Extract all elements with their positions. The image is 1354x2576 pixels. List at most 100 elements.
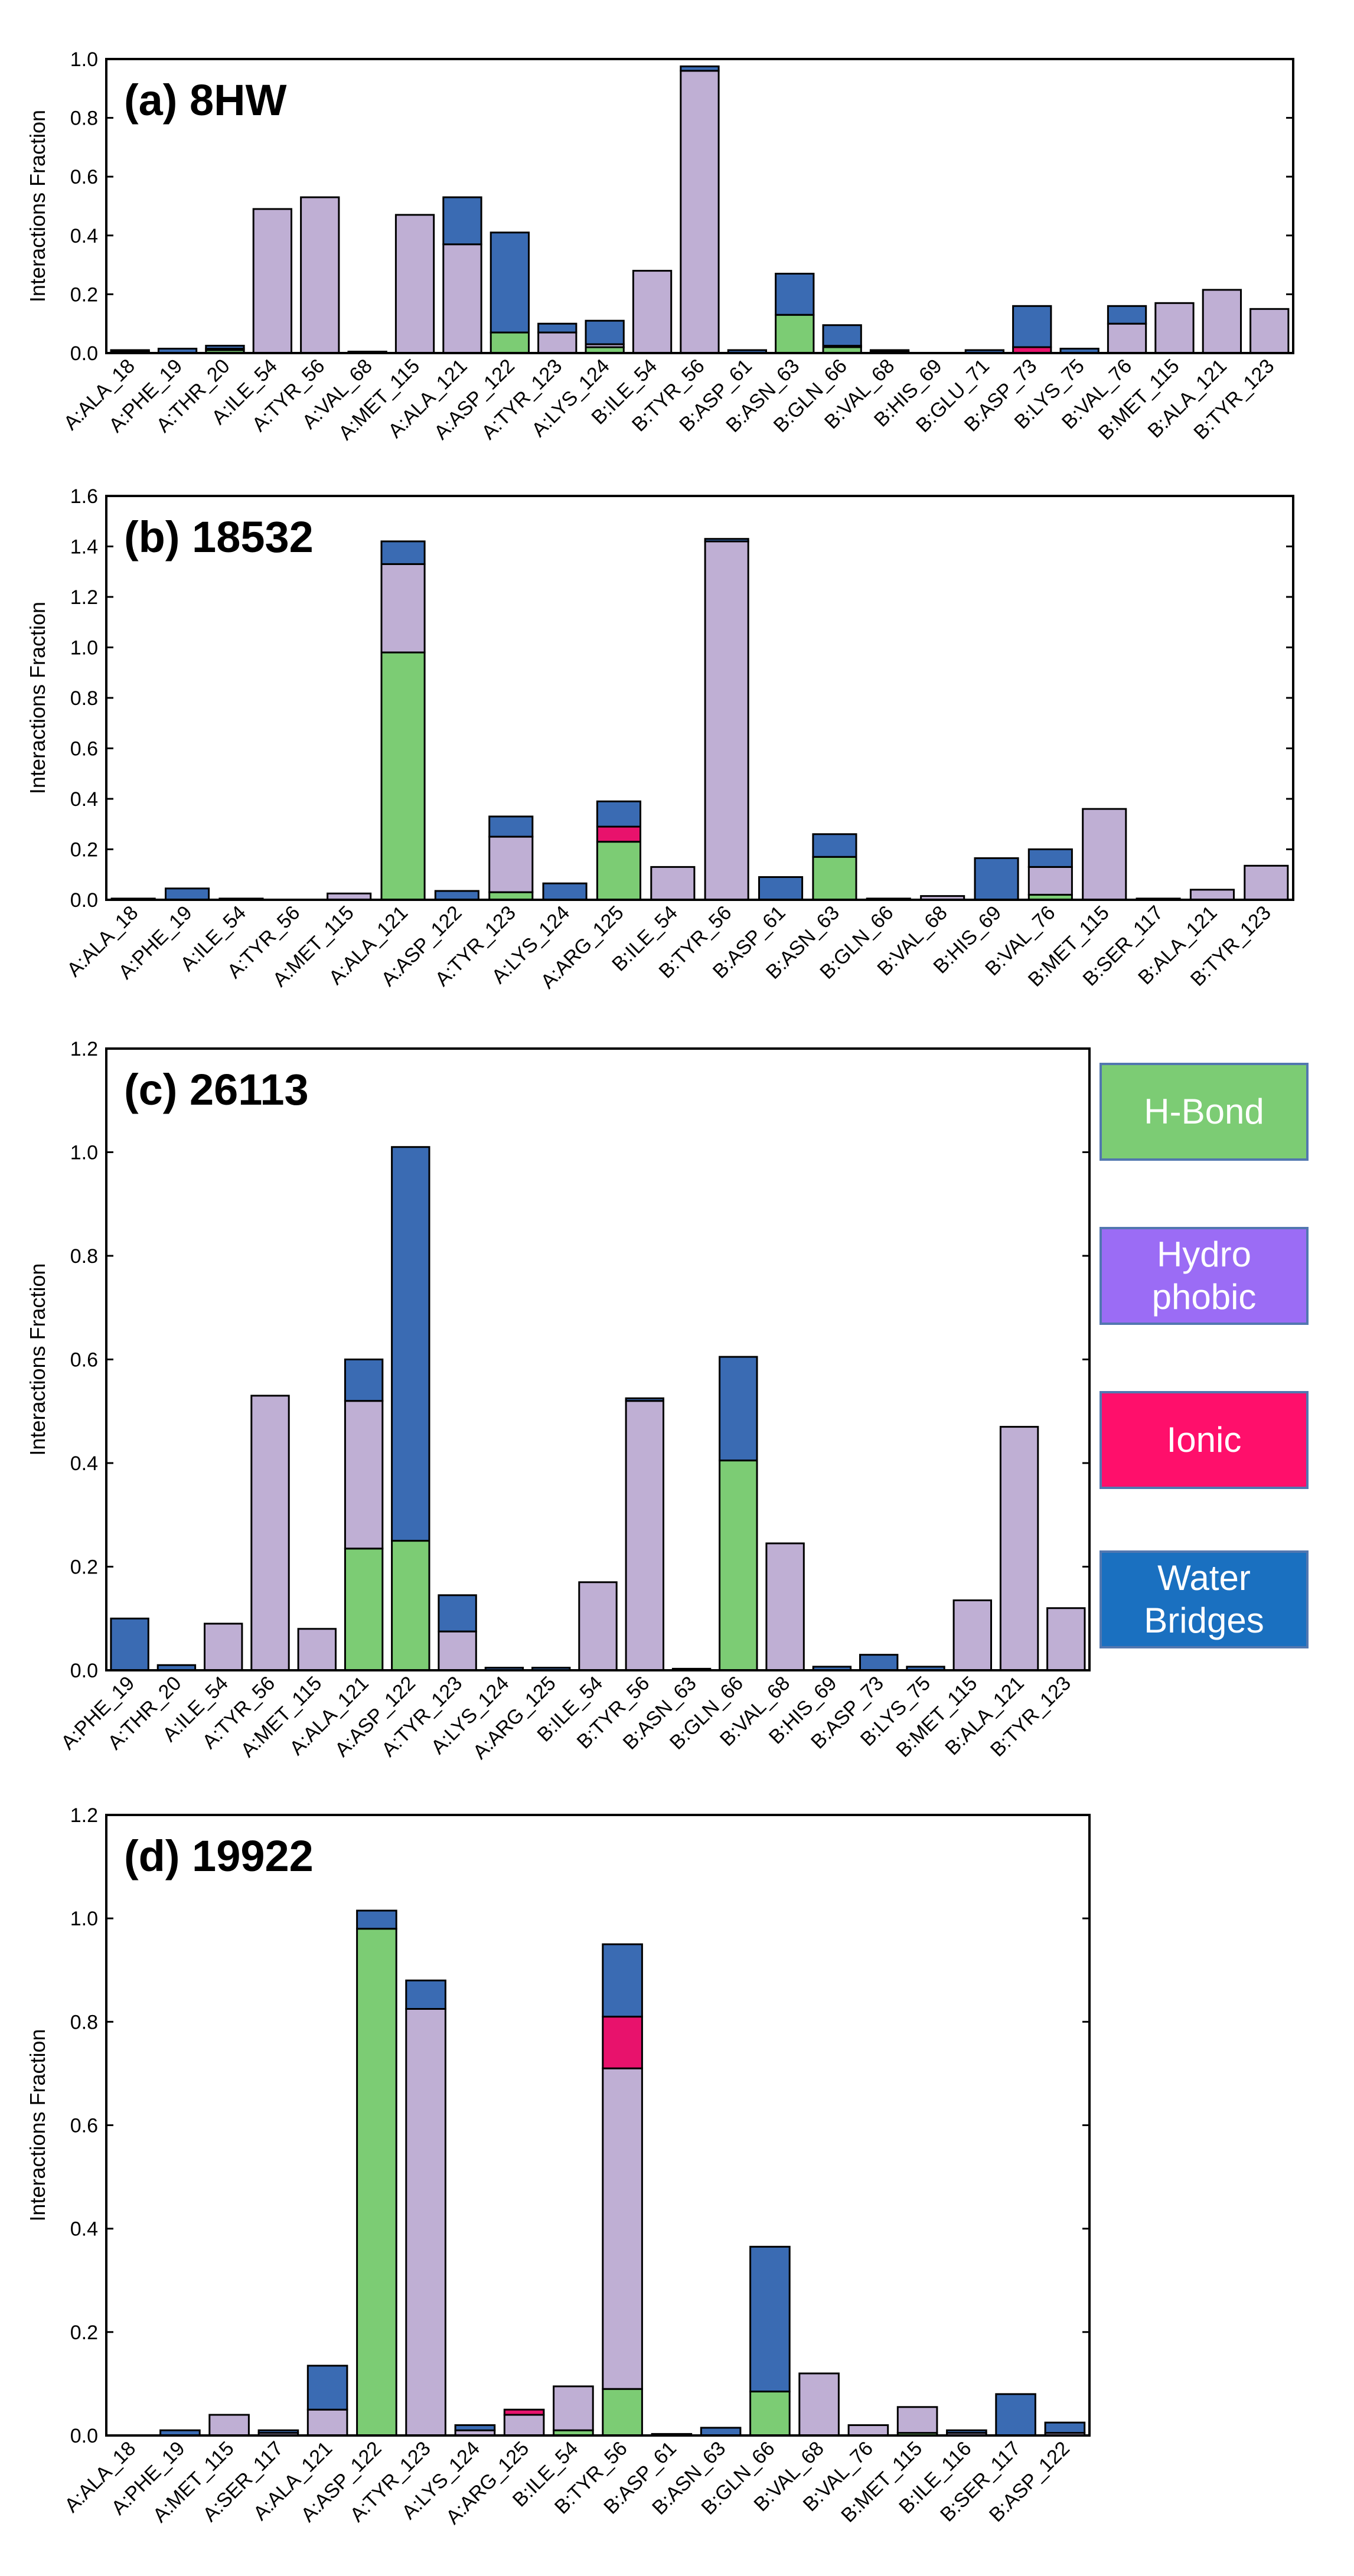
bar-0-7-water-bridges <box>442 196 482 246</box>
y-tick-label: 0.0 <box>70 889 98 912</box>
y-tick-label: 1.6 <box>70 485 98 508</box>
bar-0-11-hydrophobic <box>632 270 673 354</box>
legend-label-hydrophobic-2: phobic <box>1151 1277 1257 1317</box>
panel-title: (a) 8HW <box>124 76 287 125</box>
bar-3-6-water-bridges <box>405 1979 446 2010</box>
bar-1-13-h-bond <box>812 856 857 901</box>
y-tick-label: 0.6 <box>70 2115 98 2137</box>
bar-2-20-hydrophobic <box>1046 1607 1086 1671</box>
y-tick-label: 1.4 <box>70 536 98 559</box>
y-tick-label: 0.2 <box>70 1556 98 1579</box>
y-tick-label: 1.0 <box>70 637 98 659</box>
bar-2-6-water-bridges <box>391 1146 430 1542</box>
legend-item-water-bridges: Water Bridges <box>1099 1550 1309 1648</box>
axes-frame <box>105 1814 1091 2437</box>
panel-title: (c) 26113 <box>124 1065 309 1114</box>
bar-3-7-water-bridges <box>454 2424 496 2431</box>
bar-2-13-water-bridges <box>719 1356 758 1462</box>
legend-item-hydrophobic: Hydro phobic <box>1099 1227 1309 1325</box>
bar-0-16-water-bridges <box>869 349 910 352</box>
legend: H-Bond Hydro phobic Ionic Water Bridges <box>1099 1063 1309 1653</box>
bar-1-17-hydrophobic <box>1027 866 1073 896</box>
y-tick-label: 0.8 <box>70 1245 98 1268</box>
y-tick-label: 0.2 <box>70 839 98 861</box>
y-tick-label: 0.8 <box>70 687 98 710</box>
y-tick-label: 0.4 <box>70 2218 98 2241</box>
bar-0-8-h-bond <box>490 331 530 354</box>
bar-0-7-hydrophobic <box>442 243 482 354</box>
bar-0-12-water-bridges <box>680 65 720 72</box>
bar-3-13-water-bridges <box>749 2245 791 2393</box>
bar-2-2-hydrophobic <box>204 1622 243 1671</box>
bar-1-18-hydrophobic <box>1082 808 1127 901</box>
bar-3-10-water-bridges <box>602 1943 643 2018</box>
bar-0-12-hydrophobic <box>680 70 720 354</box>
y-tick-label: 0.8 <box>70 107 98 130</box>
y-tick-label: 0.2 <box>70 283 98 306</box>
bar-0-4-hydrophobic <box>300 196 340 354</box>
bar-3-5-h-bond <box>356 1928 397 2437</box>
bar-0-19-water-bridges <box>1012 305 1052 348</box>
bar-3-9-hydrophobic <box>553 2385 594 2431</box>
bar-2-11-water-bridges <box>625 1397 664 1402</box>
chart-panel-0: A:ALA_18A:PHE_19A:THR_20A:ILE_54A:TYR_56… <box>25 48 1294 445</box>
bar-0-10-water-bridges <box>585 319 625 345</box>
legend-label-water-bridges-2: Bridges <box>1144 1601 1264 1640</box>
bar-0-24-hydrophobic <box>1249 308 1290 354</box>
bar-1-13-water-bridges <box>812 833 857 858</box>
y-axis-label: Interactions Fraction <box>25 2029 50 2221</box>
bar-0-14-water-bridges <box>775 273 815 316</box>
bar-3-3-water-bridges <box>257 2429 299 2434</box>
bar-0-22-hydrophobic <box>1154 302 1195 354</box>
bar-1-12-water-bridges <box>758 876 804 901</box>
bar-3-16-hydrophobic <box>896 2406 938 2434</box>
y-tick-label: 1.0 <box>70 1142 98 1164</box>
bar-3-5-water-bridges <box>356 1909 397 1930</box>
bar-0-6-hydrophobic <box>394 214 435 354</box>
bar-2-19-hydrophobic <box>999 1426 1039 1671</box>
bar-1-6-water-bridges <box>434 890 479 901</box>
y-tick-label: 1.2 <box>70 1804 98 1827</box>
bar-1-10-hydrophobic <box>650 866 696 901</box>
bar-3-6-hydrophobic <box>405 2007 446 2437</box>
legend-label-ionic: Ionic <box>1166 1420 1242 1460</box>
bar-3-19-water-bridges <box>1044 2421 1086 2434</box>
bar-2-4-hydrophobic <box>297 1628 337 1671</box>
bar-1-9-water-bridges <box>596 800 642 828</box>
bar-2-7-water-bridges <box>438 1594 477 1633</box>
panel-title: (b) 18532 <box>124 512 314 561</box>
bar-1-20-hydrophobic <box>1189 889 1235 901</box>
bar-0-9-hydrophobic <box>537 331 578 354</box>
bar-3-13-h-bond <box>749 2391 791 2437</box>
bar-3-14-hydrophobic <box>798 2372 840 2437</box>
bar-2-5-water-bridges <box>344 1359 384 1402</box>
bar-0-8-water-bridges <box>490 231 530 334</box>
bar-0-23-hydrophobic <box>1202 289 1242 354</box>
y-axis-label: Interactions Fraction <box>25 110 50 302</box>
axes-frame <box>105 58 1294 354</box>
panel-title: (d) 19922 <box>124 1831 314 1880</box>
bar-3-2-hydrophobic <box>208 2414 250 2437</box>
y-tick-label: 0.0 <box>70 2425 98 2447</box>
bar-3-10-ionic <box>602 2016 643 2069</box>
bar-2-5-hydrophobic <box>344 1400 384 1550</box>
bar-3-4-water-bridges <box>306 2365 348 2411</box>
bar-1-8-water-bridges <box>542 882 588 901</box>
y-tick-label: 0.4 <box>70 1452 98 1475</box>
bar-2-10-hydrophobic <box>578 1581 618 1671</box>
bar-1-17-water-bridges <box>1027 848 1073 868</box>
bar-1-1-water-bridges <box>165 887 210 901</box>
bar-1-21-hydrophobic <box>1244 864 1289 901</box>
y-tick-label: 0.6 <box>70 1349 98 1372</box>
bar-1-5-water-bridges <box>380 540 426 565</box>
bar-1-16-water-bridges <box>974 857 1019 901</box>
legend-item-ionic: Ionic <box>1099 1391 1309 1489</box>
bar-2-5-h-bond <box>344 1547 384 1671</box>
chart-panel-2: A:PHE_19A:THR_20A:ILE_54A:TYR_56A:MET_11… <box>25 1038 1091 1764</box>
y-tick-label: 0.4 <box>70 788 98 811</box>
bar-0-14-h-bond <box>775 314 815 354</box>
bar-1-7-water-bridges <box>488 815 534 838</box>
bar-3-8-hydrophobic <box>503 2414 545 2437</box>
bar-2-13-h-bond <box>719 1460 758 1671</box>
